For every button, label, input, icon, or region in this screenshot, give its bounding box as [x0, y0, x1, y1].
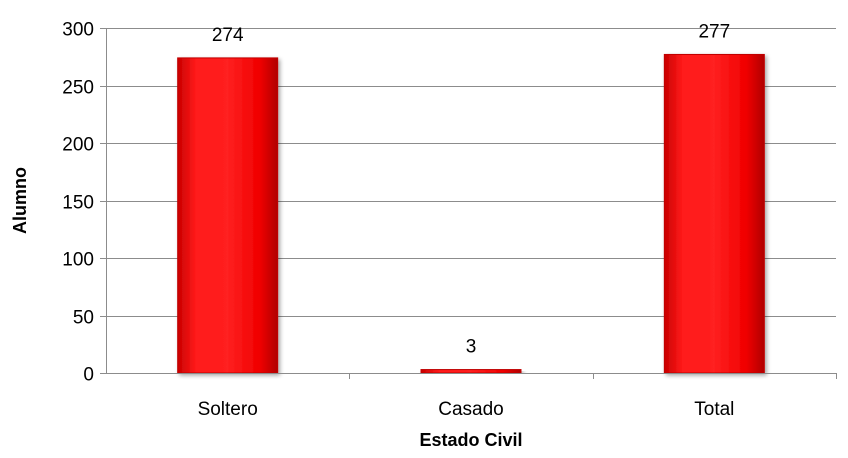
x-axis-title: Estado Civil: [419, 430, 522, 450]
bars: [177, 53, 765, 374]
data-label-total: 277: [698, 21, 730, 42]
y-axis-title: Alumno: [10, 167, 30, 234]
x-category-label: Casado: [438, 399, 504, 420]
x-axis-categories: Soltero Casado Total: [198, 373, 837, 420]
y-tick-label: 100: [62, 250, 94, 271]
bar-total: [663, 53, 765, 374]
data-labels: 274 3 277: [212, 21, 730, 357]
x-category-label: Soltero: [198, 399, 258, 420]
y-tick-label: 300: [62, 20, 94, 41]
y-tick-label: 200: [62, 135, 94, 156]
y-tick-label: 250: [62, 78, 94, 99]
y-tick-label: 0: [83, 365, 94, 386]
bar-soltero: [177, 57, 279, 374]
x-category-label: Total: [694, 399, 734, 420]
data-label-casado: 3: [466, 337, 477, 358]
bar-casado: [420, 369, 522, 374]
y-axis-ticks: 0 50 100 150 200 250 300: [62, 20, 107, 386]
data-label-soltero: 274: [212, 25, 244, 46]
y-tick-label: 50: [73, 308, 94, 329]
y-tick-label: 150: [62, 193, 94, 214]
